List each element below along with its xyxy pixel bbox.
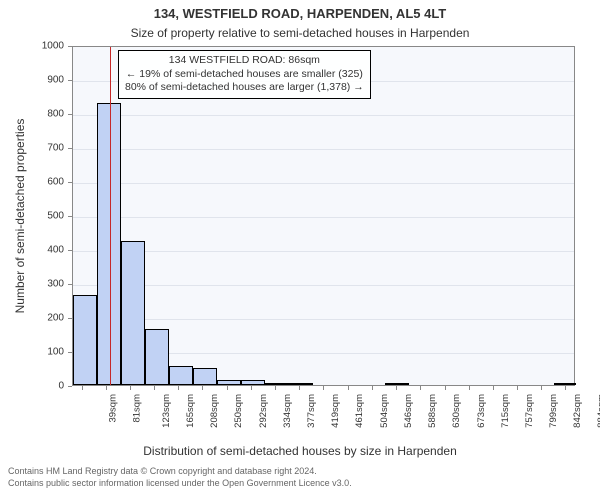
histogram-bar: [121, 241, 145, 386]
reference-line: [110, 47, 111, 385]
histogram-bar: [193, 368, 217, 385]
x-tick-label: 715sqm: [499, 394, 510, 428]
x-tick-mark: [178, 386, 179, 390]
y-tick-label: 900: [0, 75, 64, 86]
x-tick-mark: [493, 386, 494, 390]
y-tick-mark: [68, 386, 72, 387]
x-tick-mark: [130, 386, 131, 390]
x-tick-mark: [323, 386, 324, 390]
x-tick-label: 165sqm: [185, 394, 196, 428]
gridline: [73, 183, 574, 184]
histogram-bar: [169, 366, 193, 385]
footer-line-2: Contains public sector information licen…: [8, 478, 352, 490]
x-tick-label: 757sqm: [523, 394, 534, 428]
x-tick-label: 673sqm: [475, 394, 486, 428]
x-tick-mark: [348, 386, 349, 390]
annotation-line3: 80% of semi-detached houses are larger (…: [125, 81, 364, 95]
histogram-bar: [241, 380, 265, 385]
y-tick-label: 500: [0, 211, 64, 222]
footer-line-1: Contains HM Land Registry data © Crown c…: [8, 466, 352, 478]
y-tick-label: 100: [0, 347, 64, 358]
x-axis-label: Distribution of semi-detached houses by …: [0, 444, 600, 458]
chart-subtitle: Size of property relative to semi-detach…: [0, 26, 600, 40]
x-tick-label: 334sqm: [281, 394, 292, 428]
y-tick-label: 700: [0, 143, 64, 154]
histogram-bar: [145, 329, 169, 385]
x-tick-mark: [420, 386, 421, 390]
x-tick-label: 419sqm: [330, 394, 341, 428]
x-tick-label: 123sqm: [161, 394, 172, 428]
gridline: [73, 115, 574, 116]
annotation-line2: ← 19% of semi-detached houses are smalle…: [125, 68, 364, 82]
x-tick-mark: [541, 386, 542, 390]
x-tick-label: 588sqm: [427, 394, 438, 428]
x-tick-label: 208sqm: [209, 394, 220, 428]
y-tick-label: 400: [0, 245, 64, 256]
x-tick-label: 842sqm: [572, 394, 583, 428]
x-tick-mark: [299, 386, 300, 390]
x-tick-label: 546sqm: [403, 394, 414, 428]
gridline: [73, 285, 574, 286]
y-tick-label: 300: [0, 279, 64, 290]
x-tick-label: 461sqm: [354, 394, 365, 428]
y-tick-label: 600: [0, 177, 64, 188]
x-tick-mark: [275, 386, 276, 390]
annotation-box: 134 WESTFIELD ROAD: 86sqm← 19% of semi-d…: [118, 50, 371, 99]
gridline: [73, 217, 574, 218]
gridline: [73, 319, 574, 320]
x-tick-mark: [372, 386, 373, 390]
x-tick-mark: [517, 386, 518, 390]
y-tick-label: 200: [0, 313, 64, 324]
x-tick-label: 884sqm: [596, 394, 600, 428]
x-tick-mark: [251, 386, 252, 390]
y-tick-label: 1000: [0, 41, 64, 52]
gridline: [73, 251, 574, 252]
histogram-bar: [554, 383, 576, 385]
y-tick-label: 0: [0, 381, 64, 392]
x-tick-label: 81sqm: [131, 394, 142, 423]
histogram-bar: [217, 380, 241, 385]
x-tick-label: 630sqm: [451, 394, 462, 428]
x-tick-label: 799sqm: [547, 394, 558, 428]
gridline: [73, 149, 574, 150]
histogram-bar: [73, 295, 97, 385]
x-tick-mark: [227, 386, 228, 390]
x-tick-mark: [82, 386, 83, 390]
histogram-bar: [385, 383, 409, 385]
x-tick-label: 250sqm: [233, 394, 244, 428]
x-tick-mark: [469, 386, 470, 390]
histogram-bar: [289, 383, 313, 385]
x-tick-mark: [445, 386, 446, 390]
chart-title: 134, WESTFIELD ROAD, HARPENDEN, AL5 4LT: [0, 6, 600, 21]
x-tick-mark: [396, 386, 397, 390]
y-tick-label: 800: [0, 109, 64, 120]
x-tick-label: 39sqm: [107, 394, 118, 423]
histogram-bar: [265, 383, 289, 385]
x-tick-label: 504sqm: [379, 394, 390, 428]
x-tick-mark: [202, 386, 203, 390]
x-tick-label: 292sqm: [257, 394, 268, 428]
footer-attribution: Contains HM Land Registry data © Crown c…: [8, 466, 352, 489]
x-tick-mark: [106, 386, 107, 390]
annotation-line1: 134 WESTFIELD ROAD: 86sqm: [125, 54, 364, 68]
x-tick-label: 377sqm: [306, 394, 317, 428]
x-tick-mark: [154, 386, 155, 390]
x-tick-mark: [565, 386, 566, 390]
